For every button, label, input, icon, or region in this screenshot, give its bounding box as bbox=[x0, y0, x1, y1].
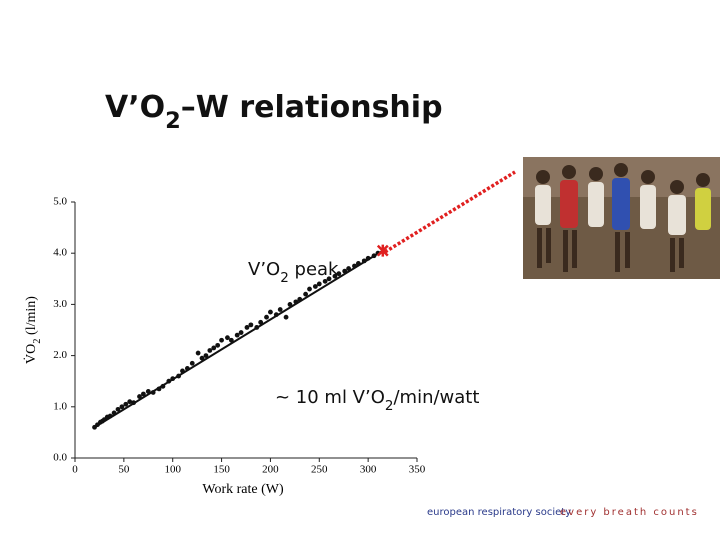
data-point bbox=[277, 307, 283, 312]
data-point bbox=[195, 350, 201, 356]
runners-photo bbox=[523, 157, 720, 279]
data-point bbox=[355, 261, 361, 266]
y-tick-label: 5.0 bbox=[53, 196, 67, 208]
data-point bbox=[254, 325, 260, 330]
data-point bbox=[336, 271, 342, 277]
x-tick-label: 50 bbox=[118, 464, 130, 476]
footer-org: european respiratory society bbox=[427, 507, 571, 518]
data-point bbox=[127, 399, 133, 405]
data-point bbox=[180, 368, 185, 374]
x-axis-title: Work rate (W) bbox=[202, 482, 284, 497]
data-point bbox=[297, 296, 303, 302]
data-point bbox=[131, 400, 137, 406]
data-point bbox=[332, 273, 338, 279]
data-point bbox=[199, 355, 205, 361]
data-point bbox=[287, 302, 293, 307]
data-point bbox=[346, 266, 351, 271]
data-point bbox=[150, 390, 156, 395]
data-point bbox=[137, 394, 142, 399]
data-point bbox=[215, 342, 221, 348]
data-point bbox=[170, 376, 176, 382]
y-tick-label: 3.0 bbox=[53, 298, 67, 310]
data-point bbox=[176, 373, 181, 379]
peak-connector bbox=[384, 170, 516, 254]
data-point bbox=[352, 263, 357, 269]
data-point bbox=[219, 337, 224, 343]
data-point bbox=[293, 299, 299, 305]
slope-annotation: ~ 10 ml V’O2/min/watt bbox=[275, 387, 479, 414]
footer-motto: every breath counts bbox=[560, 507, 699, 518]
data-point bbox=[211, 345, 217, 351]
y-tick-label: 4.0 bbox=[53, 247, 67, 259]
data-point bbox=[273, 312, 279, 318]
x-tick-label: 150 bbox=[213, 464, 230, 476]
data-point bbox=[371, 253, 377, 259]
data-point bbox=[361, 258, 367, 264]
data-point bbox=[264, 314, 269, 320]
data-point bbox=[156, 386, 162, 392]
data-point bbox=[119, 404, 125, 410]
data-point bbox=[303, 291, 309, 297]
data-point bbox=[316, 281, 322, 287]
data-point bbox=[123, 401, 129, 407]
x-tick-label: 0 bbox=[72, 464, 78, 476]
x-tick-label: 200 bbox=[262, 464, 279, 476]
x-tick-label: 250 bbox=[311, 464, 328, 476]
data-point bbox=[342, 268, 348, 274]
data-point bbox=[307, 286, 312, 292]
y-axis-title: V̇O2 (l/min) bbox=[23, 296, 43, 364]
data-point bbox=[244, 325, 250, 330]
fit-line bbox=[94, 249, 384, 429]
data-point bbox=[225, 335, 230, 341]
data-point bbox=[111, 410, 117, 416]
data-point bbox=[248, 322, 254, 328]
data-point bbox=[107, 413, 113, 419]
x-tick-label: 100 bbox=[164, 464, 181, 476]
data-point bbox=[228, 337, 234, 343]
data-point bbox=[189, 360, 195, 366]
data-point bbox=[184, 366, 190, 371]
data-point bbox=[203, 353, 209, 358]
peak-annotation: V’O2 peak bbox=[248, 259, 339, 286]
data-point bbox=[115, 406, 121, 412]
x-tick-label: 300 bbox=[360, 464, 377, 476]
data-point bbox=[283, 314, 289, 320]
data-point bbox=[166, 378, 172, 384]
data-point bbox=[238, 330, 244, 335]
data-point bbox=[145, 389, 151, 394]
data-point bbox=[312, 284, 318, 289]
data-point bbox=[365, 255, 371, 261]
y-tick-label: 2.0 bbox=[53, 349, 67, 361]
data-point bbox=[326, 276, 332, 282]
data-point bbox=[160, 383, 166, 389]
data-point bbox=[207, 348, 213, 353]
peak-marker bbox=[376, 244, 389, 257]
y-tick-label: 0.0 bbox=[53, 452, 67, 464]
x-tick-label: 350 bbox=[409, 464, 426, 476]
data-point bbox=[141, 391, 146, 397]
y-tick-label: 1.0 bbox=[53, 400, 67, 412]
slide-title: V’O2–W relationship bbox=[105, 90, 443, 134]
data-point bbox=[268, 309, 273, 315]
data-point bbox=[234, 332, 240, 338]
data-point bbox=[322, 278, 328, 284]
data-point bbox=[258, 319, 264, 325]
